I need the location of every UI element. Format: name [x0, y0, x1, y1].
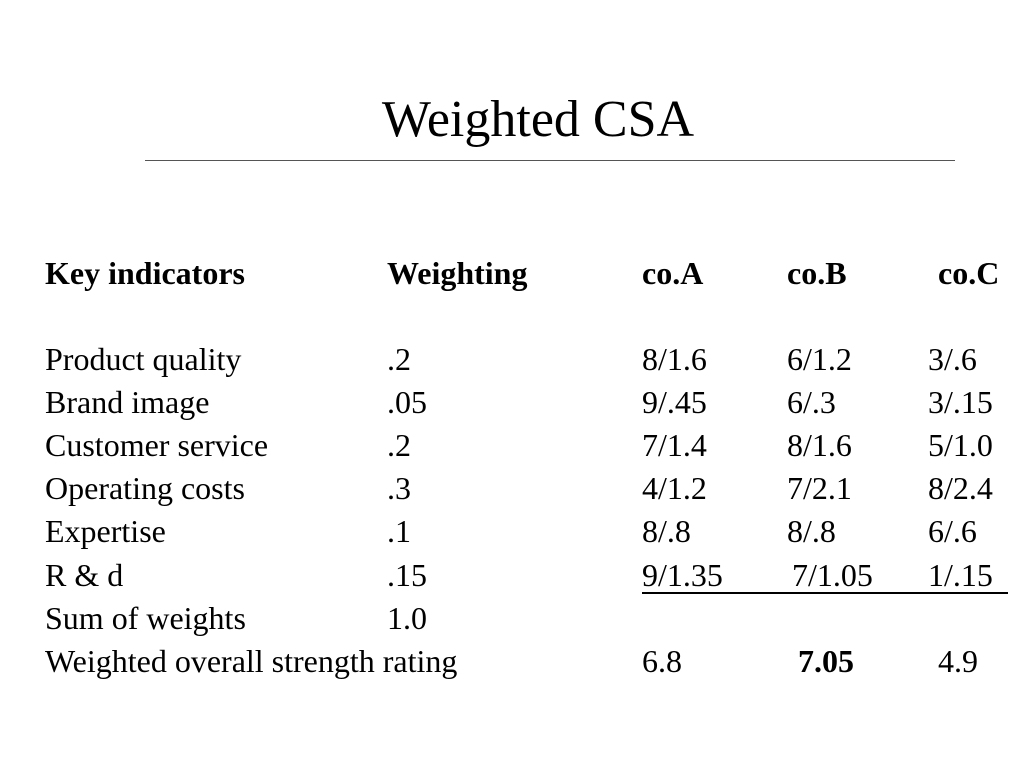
rating-co-a: 6.8: [642, 643, 682, 679]
rating-co-c: 4.9: [938, 643, 978, 679]
row-indicator-brand-image: Brand image: [45, 384, 210, 420]
row-co-c-expertise: 6/.6: [928, 513, 977, 549]
row-co-c-brand-image: 3/.15: [928, 384, 993, 420]
row-co-a-customer-service: 7/1.4: [642, 427, 707, 463]
row-weight-customer-service: .2: [387, 427, 411, 463]
title-divider: [145, 160, 955, 161]
row-co-c-operating-costs: 8/2.4: [928, 470, 993, 506]
row-indicator-customer-service: Customer service: [45, 427, 269, 463]
row-co-b-customer-service: 8/1.6: [787, 427, 852, 463]
row-indicator-operating-costs: Operating costs: [45, 470, 245, 506]
row-co-a-brand-image: 9/.45: [642, 384, 707, 420]
row-co-c-customer-service: 5/1.0: [928, 427, 993, 463]
sum-of-weights-value: 1.0: [387, 600, 427, 636]
header-key-indicators: Key indicators: [45, 255, 245, 291]
header-co-a: co.A: [642, 255, 704, 291]
row-weight-r-and-d: .15: [387, 557, 427, 593]
row-weight-operating-costs: .3: [387, 470, 411, 506]
row-weight-expertise: .1: [387, 513, 411, 549]
row-indicator-r-and-d: R & d: [45, 557, 124, 593]
rating-co-b: 7.05: [798, 643, 854, 679]
header-weighting: Weighting: [387, 255, 528, 291]
row-indicator-product-quality: Product quality: [45, 341, 242, 377]
row-co-c-product-quality: 3/.6: [928, 341, 977, 377]
row-indicator-expertise: Expertise: [45, 513, 166, 549]
row-co-b-product-quality: 6/1.2: [787, 341, 852, 377]
row-co-a-expertise: 8/.8: [642, 513, 691, 549]
row-co-a-r-and-d: 9/1.35: [642, 557, 723, 593]
totals-underline: [642, 592, 1008, 594]
slide-title: Weighted CSA: [381, 91, 695, 148]
row-weight-product-quality: .2: [387, 341, 411, 377]
row-co-b-operating-costs: 7/2.1: [787, 470, 852, 506]
row-weight-brand-image: .05: [387, 384, 427, 420]
header-co-c: co.C: [938, 255, 1000, 291]
row-co-a-operating-costs: 4/1.2: [642, 470, 707, 506]
sum-of-weights-label: Sum of weights: [45, 600, 246, 636]
row-co-b-brand-image: 6/.3: [787, 384, 836, 420]
row-co-b-r-and-d: 7/1.05: [792, 557, 873, 593]
row-co-c-r-and-d: 1/.15: [928, 557, 993, 593]
row-co-b-expertise: 8/.8: [787, 513, 836, 549]
rating-label: Weighted overall strength rating: [45, 643, 458, 679]
row-co-a-product-quality: 8/1.6: [642, 341, 707, 377]
header-co-b: co.B: [787, 255, 847, 291]
